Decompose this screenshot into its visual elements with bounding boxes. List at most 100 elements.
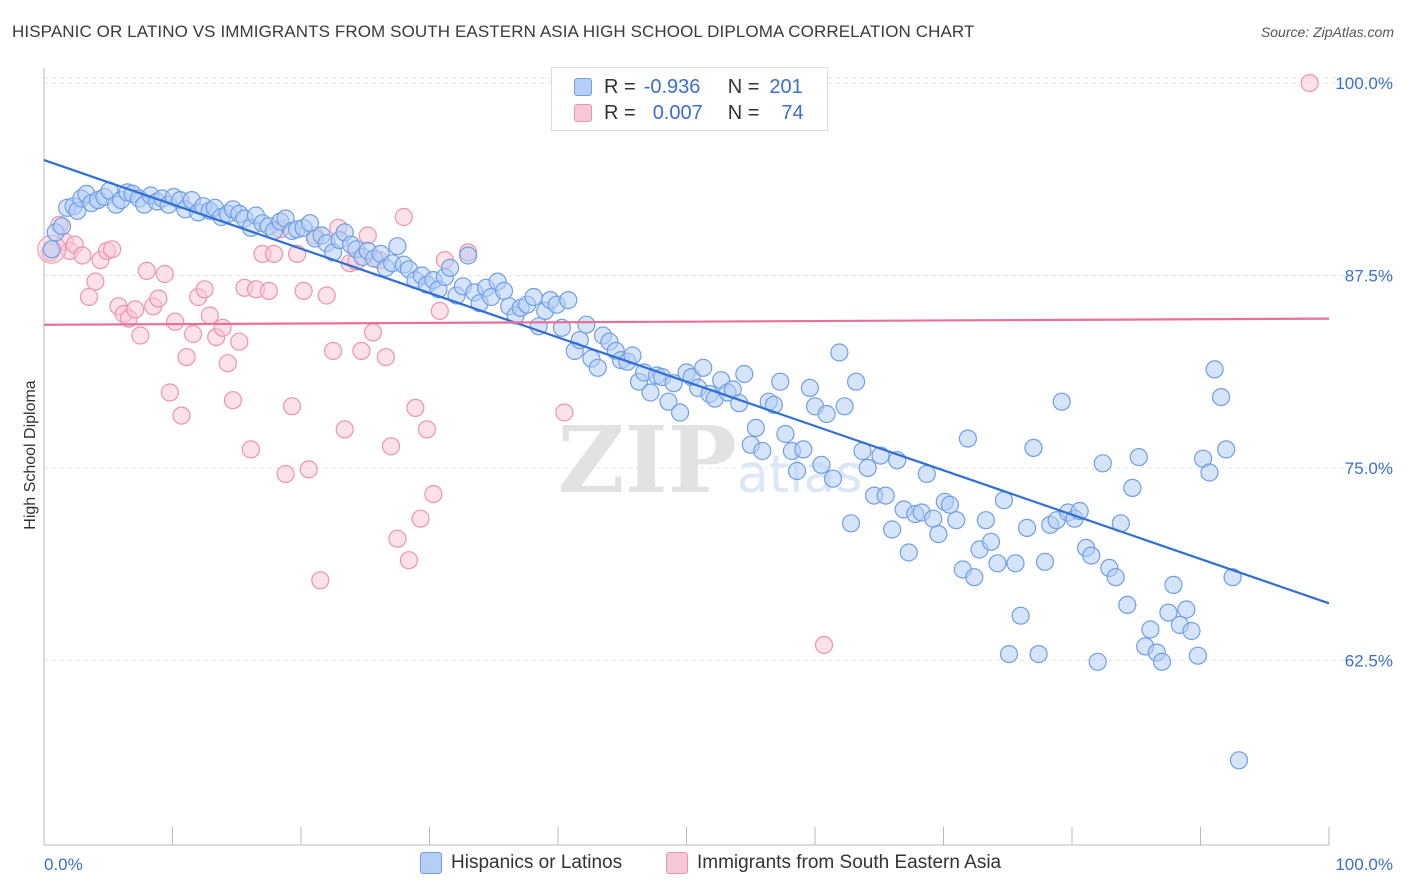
immigrants-point-40 bbox=[276, 464, 295, 484]
immigrants-point-61 bbox=[399, 551, 418, 570]
hispanics-point-124 bbox=[764, 395, 784, 414]
immigrants-point-66 bbox=[430, 301, 449, 320]
hispanics-point-140 bbox=[858, 458, 877, 477]
immigrants-point-46 bbox=[311, 571, 330, 590]
immigrants-point-57 bbox=[376, 348, 395, 367]
hispanics-point-138 bbox=[846, 372, 866, 391]
y-tick-label-1: 75.0% bbox=[1345, 459, 1393, 478]
series-immigrants-se-asia bbox=[37, 73, 1319, 655]
immigrants-point-55 bbox=[363, 323, 383, 342]
immigrants-point-53 bbox=[352, 341, 371, 360]
immigrants-point-47 bbox=[317, 286, 336, 305]
hispanics-point-157 bbox=[958, 429, 978, 448]
hispanics-point-161 bbox=[981, 532, 1001, 551]
blue-n-value: 201 bbox=[769, 75, 803, 98]
hispanics-point-60 bbox=[388, 237, 407, 256]
immigrants-point-21 bbox=[166, 312, 185, 331]
hispanics-point-0 bbox=[42, 240, 61, 259]
hispanics-point-152 bbox=[929, 524, 948, 544]
hispanics-point-103 bbox=[641, 383, 660, 402]
gridlines bbox=[44, 77, 1395, 661]
legend-item-immigrants: Immigrants from South Eastern Asia bbox=[666, 852, 1001, 874]
immigrants-point-63 bbox=[411, 509, 430, 528]
hispanics-point-72 bbox=[459, 246, 478, 265]
hispanics-point-83 bbox=[524, 287, 543, 307]
legend-swatch-blue bbox=[420, 852, 442, 874]
hispanics-point-198 bbox=[1200, 463, 1219, 482]
immigrants-point-65 bbox=[424, 485, 443, 504]
hispanics-point-92 bbox=[577, 315, 596, 334]
hispanics-point-154 bbox=[940, 495, 960, 514]
pink-n-label: N = bbox=[727, 101, 760, 124]
immigrants-point-10 bbox=[102, 240, 122, 259]
immigrants-point-27 bbox=[200, 306, 219, 325]
hispanics-point-202 bbox=[1223, 568, 1242, 587]
hispanics-point-121 bbox=[746, 418, 766, 437]
legend-item-hispanics: Hispanics or Latinos bbox=[420, 852, 622, 874]
x-tick-label-min: 0.0% bbox=[44, 855, 83, 874]
immigrants-point-41 bbox=[282, 397, 302, 416]
stats-row-pink: R = 0.007 N = 74 bbox=[574, 100, 804, 126]
axes bbox=[43, 68, 1330, 846]
immigrants-point-20 bbox=[160, 383, 179, 402]
hispanics-point-106 bbox=[659, 392, 678, 411]
stats-legend: R = -0.936 N = 201 R = 0.007 N = 74 bbox=[551, 67, 828, 131]
y-tick-label-2: 87.5% bbox=[1345, 266, 1393, 285]
immigrants-point-29 bbox=[213, 318, 232, 337]
immigrants-point-18 bbox=[149, 289, 168, 308]
hispanics-point-126 bbox=[776, 424, 795, 444]
immigrants-point-6 bbox=[79, 287, 99, 307]
blue-swatch bbox=[574, 78, 592, 96]
pink-n-value: 74 bbox=[781, 101, 804, 124]
hispanics-point-134 bbox=[823, 469, 843, 488]
hispanics-point-158 bbox=[965, 568, 984, 587]
hispanics-point-184 bbox=[1118, 595, 1137, 615]
immigrants-point-22 bbox=[172, 406, 191, 425]
hispanics-point-182 bbox=[1106, 568, 1125, 587]
immigrants-point-58 bbox=[381, 437, 401, 456]
immigrants-point-43 bbox=[294, 281, 313, 300]
pink-r-label: R = bbox=[604, 101, 636, 124]
hispanics-point-168 bbox=[1024, 438, 1043, 457]
immigrants-point-26 bbox=[195, 280, 214, 299]
immigrants-point-24 bbox=[184, 324, 203, 344]
watermark-zip: ZIP bbox=[557, 406, 736, 514]
hispanics-point-164 bbox=[999, 644, 1019, 664]
hispanics-point-150 bbox=[917, 464, 936, 484]
hispanics-point-142 bbox=[871, 446, 890, 465]
hispanics-point-144 bbox=[882, 520, 902, 539]
blue-r-label: R = bbox=[604, 75, 636, 98]
hispanics-point-128 bbox=[787, 461, 807, 481]
hispanics-trend-line bbox=[43, 159, 1330, 605]
blue-n-label: N = bbox=[727, 75, 760, 98]
hispanics-point-88 bbox=[552, 318, 572, 337]
hispanics-point-186 bbox=[1129, 448, 1148, 467]
hispanics-point-143 bbox=[876, 486, 895, 505]
immigrants-point-38 bbox=[264, 244, 284, 263]
y-tick-label-0: 62.5% bbox=[1345, 651, 1393, 670]
legend-swatch-pink bbox=[666, 852, 688, 874]
immigrants-point-72 bbox=[814, 635, 834, 655]
hispanics-point-133 bbox=[817, 404, 836, 424]
immigrants-point-5 bbox=[73, 246, 92, 265]
immigrants-point-64 bbox=[417, 420, 436, 439]
hispanics-point-178 bbox=[1082, 546, 1101, 565]
hispanics-point-173 bbox=[1052, 392, 1071, 411]
hispanics-point-179 bbox=[1088, 652, 1107, 671]
immigrants-point-37 bbox=[259, 281, 278, 300]
hispanics-point-129 bbox=[794, 440, 813, 459]
tick-labels: 62.5% 75.0% 87.5% 100.0% 0.0% 100.0% bbox=[44, 74, 1393, 874]
immigrants-point-23 bbox=[177, 348, 196, 367]
hispanics-point-199 bbox=[1205, 360, 1224, 379]
hispanics-point-119 bbox=[735, 364, 754, 384]
hispanics-point-191 bbox=[1159, 603, 1178, 622]
hispanics-point-160 bbox=[976, 511, 996, 530]
hispanics-point-137 bbox=[841, 514, 861, 533]
immigrants-point-7 bbox=[86, 272, 105, 291]
y-tick-label-3: 100.0% bbox=[1335, 74, 1393, 93]
immigrants-point-62 bbox=[406, 398, 425, 417]
hispanics-point-69 bbox=[441, 258, 460, 277]
hispanics-point-200 bbox=[1211, 388, 1231, 407]
immigrants-point-54 bbox=[358, 226, 377, 245]
hispanics-point-78 bbox=[494, 281, 514, 300]
